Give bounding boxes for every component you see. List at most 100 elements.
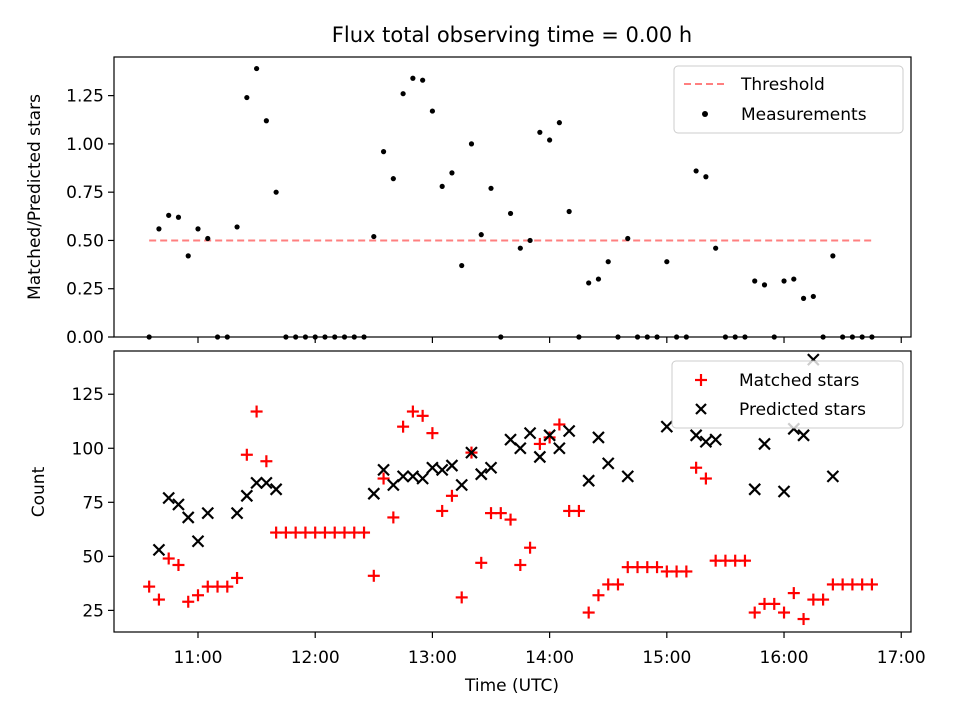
matched-star-point (582, 606, 595, 619)
measurement-point (263, 118, 269, 124)
predicted-star-point (592, 431, 605, 444)
predicted-star-point (269, 483, 283, 496)
matched-star-point (768, 597, 781, 610)
bottom-x-tick-label: 16:00 (760, 648, 809, 668)
measurement-point (537, 129, 543, 135)
matched-star-point (406, 405, 419, 418)
matched-star-point (416, 409, 429, 422)
measurement-point (625, 235, 631, 242)
matched-star-point (172, 558, 185, 571)
predicted-star-point (387, 478, 400, 492)
matched-star-point (690, 461, 703, 474)
matched-star-point (387, 511, 400, 524)
measurement-point (156, 226, 162, 232)
measurement-point (693, 168, 699, 174)
measurement-point (371, 233, 377, 240)
matched-stars-points (143, 405, 878, 626)
matched-star-point (182, 595, 195, 608)
predicted-star-point (484, 461, 498, 475)
measurement-point (517, 245, 523, 251)
measurement-point (380, 149, 387, 155)
bottom-x-tick-label: 15:00 (642, 648, 691, 668)
matched-star-point (426, 427, 439, 440)
matched-legend-swatch (695, 374, 707, 386)
bottom-y-tick-label: 75 (82, 493, 104, 513)
matched-star-point (475, 556, 488, 569)
matched-star-point (191, 589, 204, 602)
measurement-point (713, 245, 719, 251)
measurement-point (420, 77, 426, 83)
predicted-star-point (152, 543, 166, 557)
matched-star-point (445, 489, 458, 502)
bottom-x-tick-label: 14:00 (525, 648, 574, 668)
matched-star-point (152, 593, 165, 606)
predicted-star-point (435, 463, 449, 477)
measurement-point (781, 278, 787, 284)
measurement-point (449, 170, 455, 176)
matched-star-point (680, 565, 693, 578)
predicted-star-point (562, 424, 576, 438)
measurement-point (664, 259, 670, 265)
predicted-star-point (162, 491, 175, 505)
top-y-axis-label: Matched/Predicted stars (25, 94, 45, 300)
matched-star-point (572, 504, 585, 517)
bottom-y-tick-label: 125 (72, 385, 104, 405)
measurement-point (439, 183, 445, 189)
bottom-y-tick-label: 50 (82, 547, 104, 567)
measurement-point (527, 237, 533, 244)
top-legend: Threshold Measurements (673, 65, 904, 134)
matched-star-point (514, 558, 527, 571)
predicted-star-point (465, 446, 478, 459)
predicted-star-point (582, 474, 595, 487)
predicted-stars-points (152, 353, 840, 557)
matched-star-point (367, 569, 380, 582)
measurements-legend-swatch (702, 111, 708, 117)
predicted-star-point (533, 450, 547, 464)
measurement-point (459, 262, 465, 269)
measurement-point (791, 276, 797, 282)
predicted-star-point (621, 470, 635, 483)
predicted-star-point (240, 489, 254, 503)
bottom-y-axis-label: Count (29, 466, 49, 517)
matched-star-point (865, 578, 878, 591)
measurement-point (478, 232, 484, 238)
predicted-star-point (777, 485, 791, 498)
predicted-star-point (758, 437, 771, 451)
measurement-point (566, 208, 572, 215)
top-y-ticks: 0.00 0.25 0.50 0.75 1.00 1.25 (66, 87, 114, 348)
measurement-point (605, 259, 611, 265)
bottom-x-tick-label: 12:00 (291, 648, 340, 668)
predicted-star-point (474, 467, 488, 481)
bottom-y-tick-label: 25 (82, 601, 104, 621)
top-plot-frame (113, 56, 912, 338)
predicted-star-point (455, 478, 468, 492)
predicted-star-point (748, 483, 762, 496)
predicted-star-point (260, 476, 273, 490)
matched-star-point (543, 431, 556, 444)
matched-star-point (250, 405, 263, 418)
predicted-star-point (514, 441, 527, 455)
matched-star-point (748, 606, 761, 619)
figure-title: Flux total observing time = 0.00 h (332, 23, 692, 47)
matched-star-point (436, 504, 449, 517)
predicted-star-point (523, 426, 537, 440)
predicted-star-point (406, 470, 420, 483)
matched-legend-label: Matched stars (739, 371, 859, 391)
matched-star-point (533, 437, 546, 450)
bottom-legend: Matched stars Predicted stars (671, 360, 904, 429)
top-y-tick-label: 1.25 (66, 87, 104, 107)
matched-star-point (162, 552, 175, 565)
predicted-legend-swatch (695, 403, 707, 415)
top-panel: Matched/Predicted stars 0.00 0.25 0.50 0.75… (25, 56, 912, 348)
matched-star-point (377, 472, 390, 485)
predicted-star-point (699, 435, 713, 449)
predicted-star-point (396, 470, 410, 483)
bottom-x-ticks: 11:00 12:00 13:00 14:00 15:00 16:00 17:00 (173, 632, 926, 668)
predicted-star-point (689, 429, 703, 442)
bottom-x-axis-label: Time (UTC) (464, 676, 559, 696)
matched-star-point (778, 606, 791, 619)
predicted-star-point (416, 472, 429, 485)
predicted-legend-label: Predicted stars (739, 400, 866, 420)
measurement-point (488, 185, 494, 191)
